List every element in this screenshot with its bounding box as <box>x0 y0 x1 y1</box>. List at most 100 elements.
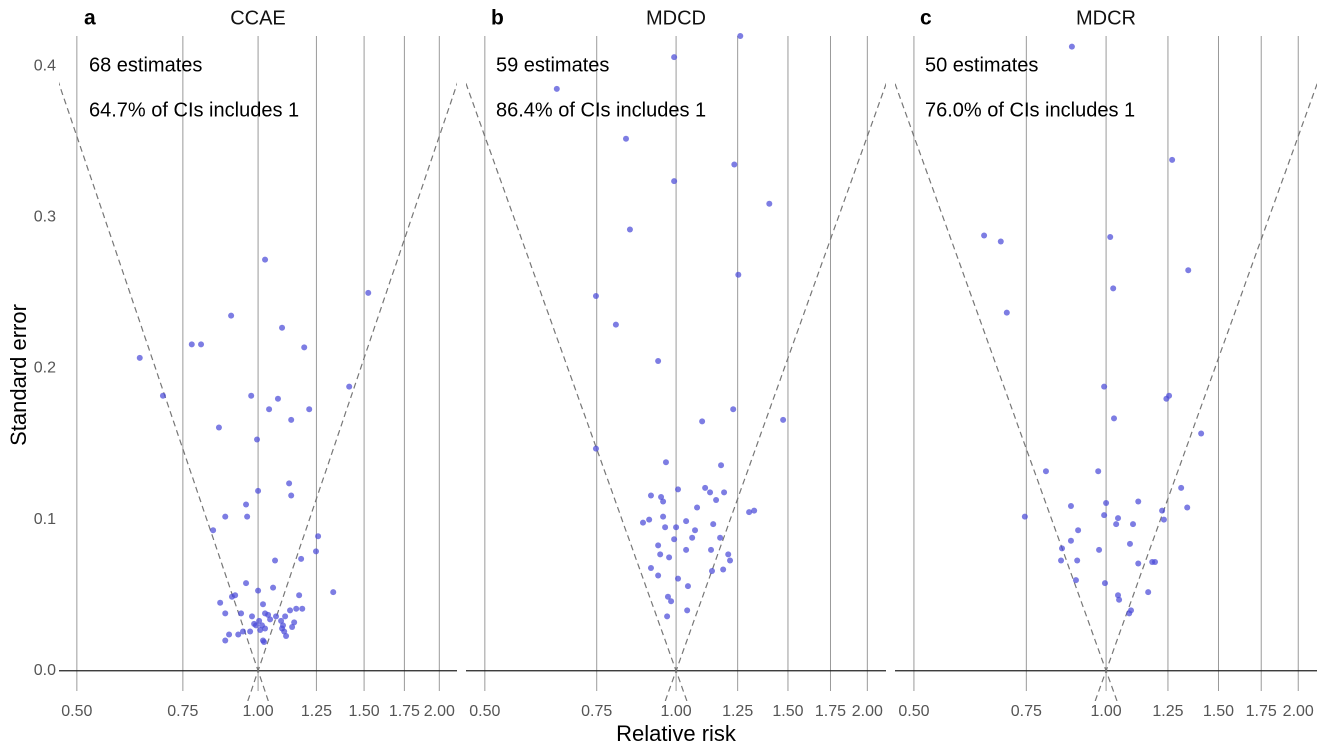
point <box>283 633 290 640</box>
point <box>255 587 262 594</box>
y-axis-title: Standard error <box>6 304 31 446</box>
point <box>708 568 715 575</box>
x-tick-label: 1.00 <box>243 703 274 720</box>
point <box>210 527 217 534</box>
point <box>1160 516 1167 523</box>
point <box>198 341 205 348</box>
point <box>281 628 288 635</box>
point <box>266 406 273 413</box>
annotation: 86.4% of CIs includes 1 <box>496 99 706 121</box>
point <box>279 324 286 331</box>
annotation: 50 estimates <box>925 54 1038 76</box>
point <box>1068 43 1075 50</box>
point <box>215 424 222 431</box>
funnel-line <box>59 81 269 701</box>
x-tick-label: 0.50 <box>61 703 92 720</box>
point <box>244 513 251 520</box>
point <box>243 501 250 508</box>
point <box>287 607 294 614</box>
x-tick-label: 0.75 <box>581 703 612 720</box>
point <box>710 521 717 528</box>
point <box>671 54 678 61</box>
point <box>1169 156 1176 163</box>
point <box>248 392 255 399</box>
point <box>592 445 599 452</box>
panel-title: MDCR <box>1076 7 1136 29</box>
point <box>1107 234 1114 241</box>
point <box>365 289 372 296</box>
point <box>1003 309 1010 316</box>
point <box>296 592 303 599</box>
x-tick-label: 1.75 <box>1246 703 1277 720</box>
point <box>1145 589 1152 596</box>
point <box>274 395 281 402</box>
point <box>267 616 274 623</box>
point <box>238 610 245 617</box>
x-tick-label: 1.75 <box>815 703 846 720</box>
point <box>270 584 277 591</box>
point <box>655 357 662 364</box>
y-tick-label: 0.3 <box>34 209 56 226</box>
point <box>1021 513 1028 520</box>
point <box>689 534 696 541</box>
point <box>262 256 269 263</box>
point <box>1115 592 1122 599</box>
point <box>1115 515 1122 522</box>
point <box>746 509 753 516</box>
funnel-line <box>1094 82 1317 701</box>
point <box>780 416 787 423</box>
point <box>289 623 296 630</box>
point <box>240 628 247 635</box>
point <box>662 524 669 531</box>
point <box>1067 503 1074 510</box>
point <box>655 542 662 549</box>
x-tick-label: 0.50 <box>469 703 500 720</box>
point <box>1113 521 1120 528</box>
point <box>243 580 250 587</box>
point <box>1126 610 1133 617</box>
point <box>658 493 665 500</box>
point <box>301 344 308 351</box>
annotation: 59 estimates <box>496 54 609 76</box>
point <box>1152 558 1159 565</box>
point <box>731 161 738 168</box>
point <box>1198 430 1205 437</box>
point <box>553 85 560 92</box>
x-tick-label: 2.00 <box>852 703 883 720</box>
point <box>1096 546 1103 553</box>
point <box>248 613 255 620</box>
point <box>299 605 306 612</box>
point <box>282 613 289 620</box>
x-tick-label: 1.50 <box>1203 703 1234 720</box>
point <box>1159 507 1166 514</box>
point <box>766 200 773 207</box>
panel-label: a <box>84 7 96 30</box>
point <box>1130 521 1137 528</box>
point <box>222 610 229 617</box>
panel: 0.50 0.75 1.00 1.25 1.50 1.75 2.00 c MDCR 50 esti… <box>895 7 1317 720</box>
point <box>626 226 633 233</box>
point <box>255 487 262 494</box>
point <box>660 513 667 520</box>
point <box>737 33 744 39</box>
point <box>694 504 701 511</box>
x-tick-label: 1.50 <box>349 703 380 720</box>
point <box>662 459 669 466</box>
point <box>1072 577 1079 584</box>
annotation: 76.0% of CIs includes 1 <box>925 99 1135 121</box>
x-tick-label: 2.00 <box>424 703 455 720</box>
point <box>708 546 715 553</box>
point <box>286 480 293 487</box>
point <box>1067 537 1074 544</box>
point <box>330 589 337 596</box>
point <box>222 637 229 644</box>
point <box>278 617 285 624</box>
point <box>254 436 261 443</box>
funnel-line <box>664 82 886 701</box>
point <box>306 406 313 413</box>
point <box>265 611 272 618</box>
point <box>217 599 224 606</box>
point <box>1135 560 1142 567</box>
point <box>222 513 229 520</box>
